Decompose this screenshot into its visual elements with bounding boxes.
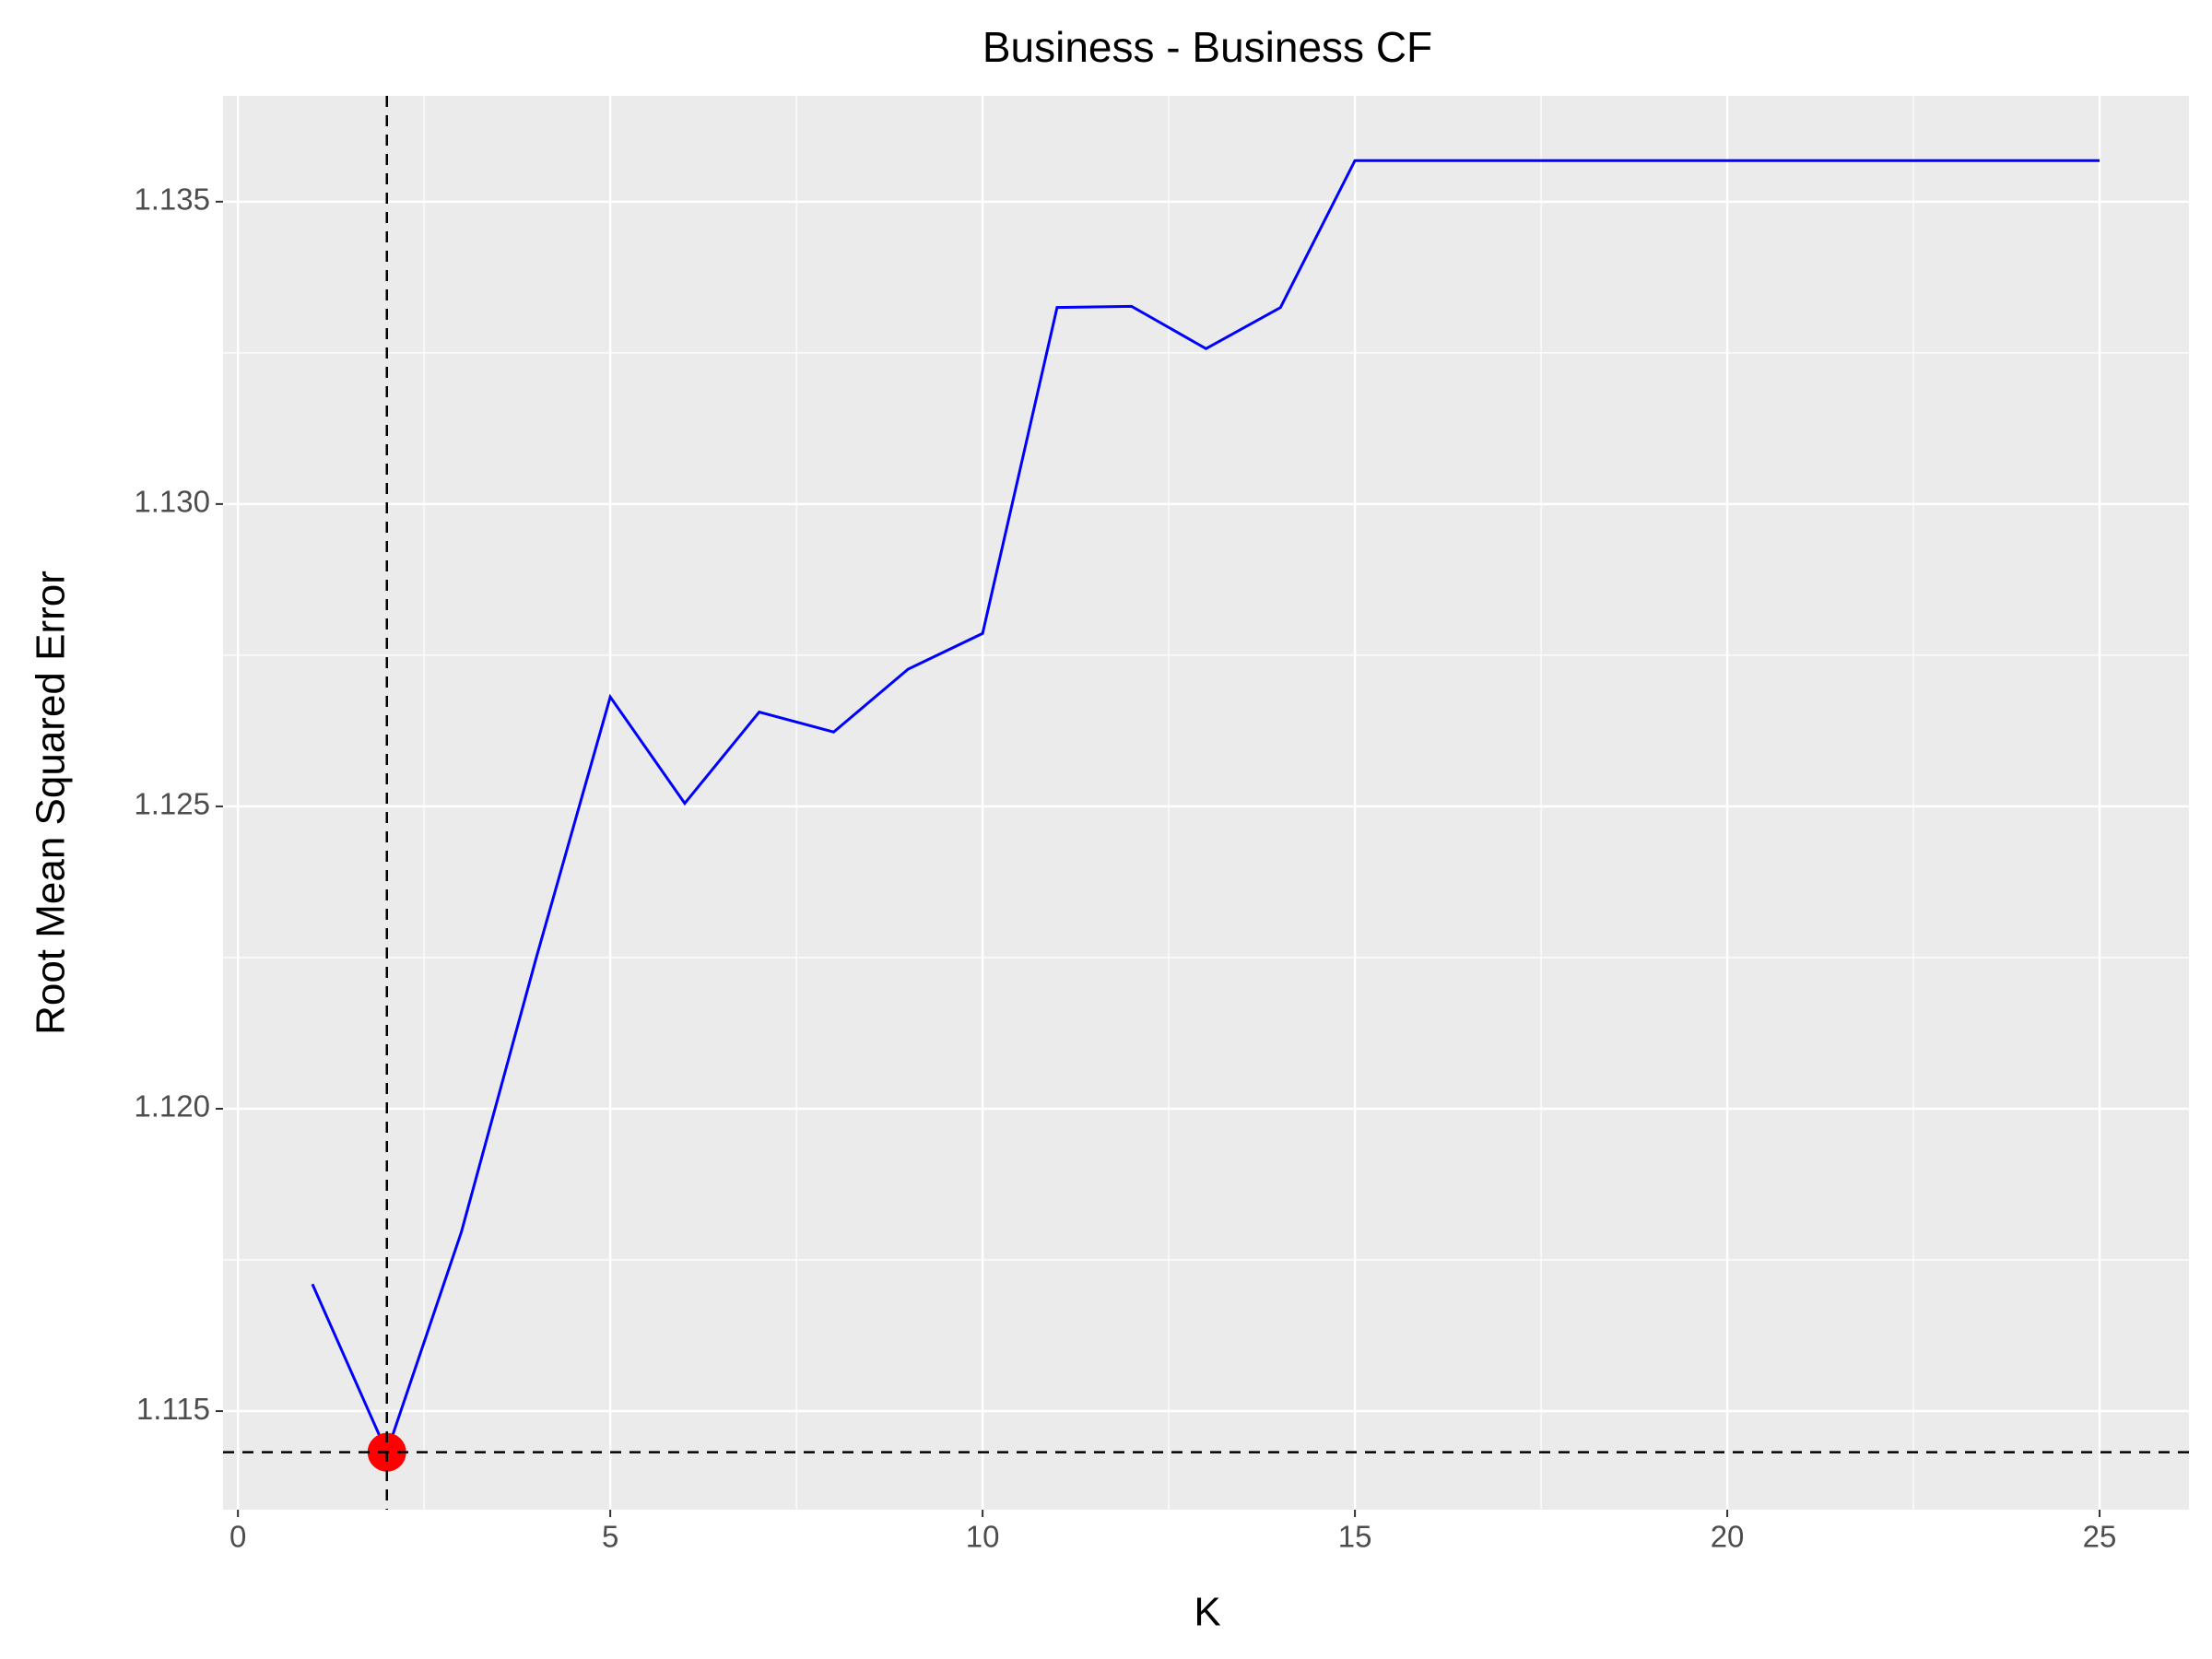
y-tick-label: 1.135 (134, 182, 210, 217)
y-tick-label: 1.120 (134, 1089, 210, 1124)
x-tick-label: 15 (1338, 1520, 1372, 1554)
panel (223, 96, 2189, 1510)
x-tick-label: 10 (966, 1520, 1000, 1554)
x-axis-title: K (1194, 1590, 1220, 1635)
y-tick-label: 1.115 (136, 1392, 210, 1426)
x-tick-label: 20 (1711, 1520, 1745, 1554)
x-tick-label: 0 (229, 1520, 246, 1554)
chart-title: Business - Business CF (982, 23, 1432, 71)
y-axis-title: Root Mean Squared Error (29, 571, 74, 1035)
x-tick-label: 25 (2083, 1520, 2117, 1554)
y-tick-label: 1.130 (134, 485, 210, 519)
y-tick-label: 1.125 (134, 787, 210, 821)
x-tick-label: 5 (602, 1520, 618, 1554)
line (311, 159, 2100, 1456)
